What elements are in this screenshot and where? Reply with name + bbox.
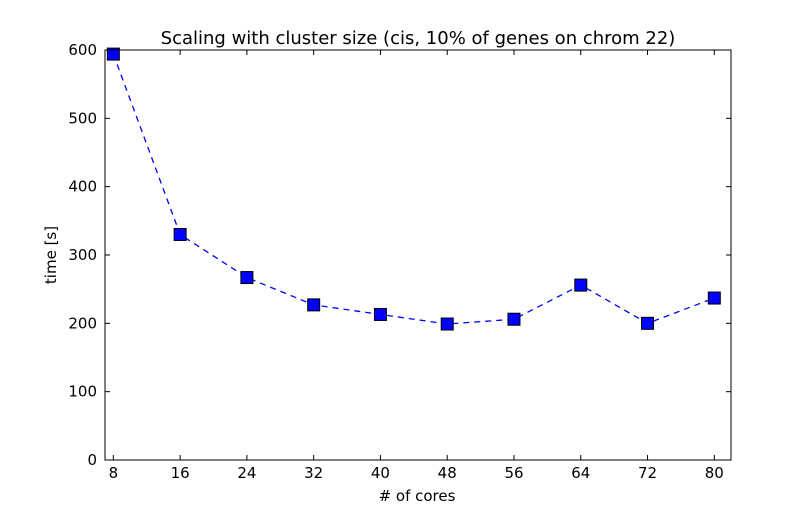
data-point-marker bbox=[307, 298, 321, 312]
x-tick-label: 64 bbox=[571, 464, 590, 482]
x-tick-label: 48 bbox=[438, 464, 457, 482]
series-line bbox=[112, 53, 715, 325]
data-point-marker bbox=[641, 316, 655, 330]
y-tick-label: 600 bbox=[68, 41, 97, 59]
x-tick-label: 16 bbox=[171, 464, 190, 482]
x-tick-label: 56 bbox=[504, 464, 523, 482]
y-tick-label: 0 bbox=[87, 451, 97, 469]
data-point-marker bbox=[240, 271, 254, 285]
data-point-marker bbox=[106, 47, 120, 61]
data-point-marker bbox=[507, 312, 521, 326]
x-tick-label: 32 bbox=[304, 464, 323, 482]
data-point-marker bbox=[707, 291, 721, 305]
y-tick-label: 400 bbox=[68, 178, 97, 196]
x-tick-label: 80 bbox=[705, 464, 724, 482]
chart-title: Scaling with cluster size (cis, 10% of g… bbox=[161, 28, 676, 49]
data-point-marker bbox=[373, 307, 387, 321]
y-tick-label: 200 bbox=[68, 314, 97, 332]
data-point-marker bbox=[440, 317, 454, 331]
x-tick-label: 8 bbox=[109, 464, 119, 482]
x-axis-label: # of cores bbox=[379, 487, 456, 505]
plot-frame bbox=[104, 49, 732, 461]
data-point-marker bbox=[173, 228, 187, 241]
x-tick-label: 24 bbox=[237, 464, 256, 482]
data-point-marker bbox=[574, 278, 588, 292]
x-tick-label: 40 bbox=[371, 464, 390, 482]
y-tick-label: 100 bbox=[68, 383, 97, 401]
x-tick-label: 72 bbox=[638, 464, 657, 482]
y-tick-label: 300 bbox=[68, 246, 97, 264]
y-tick-label: 500 bbox=[68, 109, 97, 127]
axis-ticks: 8 16 24 32 40 48 56 64 72 80 0 100 200 300 400 500 600 bbox=[68, 41, 731, 482]
y-axis-label: time [s] bbox=[42, 226, 60, 284]
series-layer bbox=[106, 47, 721, 331]
